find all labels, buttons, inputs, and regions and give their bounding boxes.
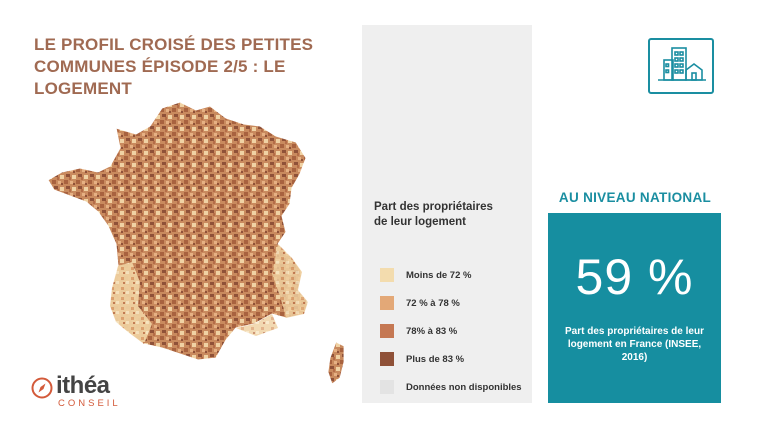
- legend-panel: [362, 25, 532, 403]
- legend-item: 72 % à 78 %: [380, 296, 460, 310]
- page-title: LE PROFIL CROISÉ DES PETITES COMMUNES ÉP…: [34, 35, 314, 98]
- legend-label: Données non disponibles: [406, 381, 522, 393]
- corsica: [327, 341, 345, 385]
- national-description: Part des propriétaires de leur logement …: [565, 326, 704, 363]
- national-value: 59 %: [575, 249, 694, 305]
- legend-label: Moins de 72 %: [406, 269, 472, 281]
- legend-item: Plus de 83 %: [380, 352, 464, 366]
- legend-swatch: [380, 352, 394, 366]
- national-stat-box: 59 % Part des propriétaires de leur loge…: [548, 213, 721, 403]
- legend-title: Part des propriétaires de leur logement: [374, 201, 493, 228]
- legend-swatch: [380, 296, 394, 310]
- legend-label: 78% à 83 %: [406, 325, 458, 337]
- france-map-svg: [47, 101, 345, 385]
- ithea-logo: ithéa CONSEIL: [30, 372, 150, 414]
- national-heading: AU NIVEAU NATIONAL: [558, 190, 712, 205]
- legend-swatch: [380, 268, 394, 282]
- france-choropleth-map: [40, 96, 360, 396]
- compass-icon: [31, 377, 53, 399]
- legend-item: Moins de 72 %: [380, 268, 471, 282]
- logo-subtitle: CONSEIL: [58, 398, 121, 409]
- buildings-icon: [648, 38, 714, 94]
- logo-name: ithéa: [56, 372, 110, 399]
- legend-item: Données non disponibles: [380, 380, 522, 394]
- legend-label: Plus de 83 %: [406, 353, 465, 365]
- legend-swatch: [380, 380, 394, 394]
- legend-swatch: [380, 324, 394, 338]
- legend-label: 72 % à 78 %: [406, 297, 460, 309]
- legend-item: 78% à 83 %: [380, 324, 457, 338]
